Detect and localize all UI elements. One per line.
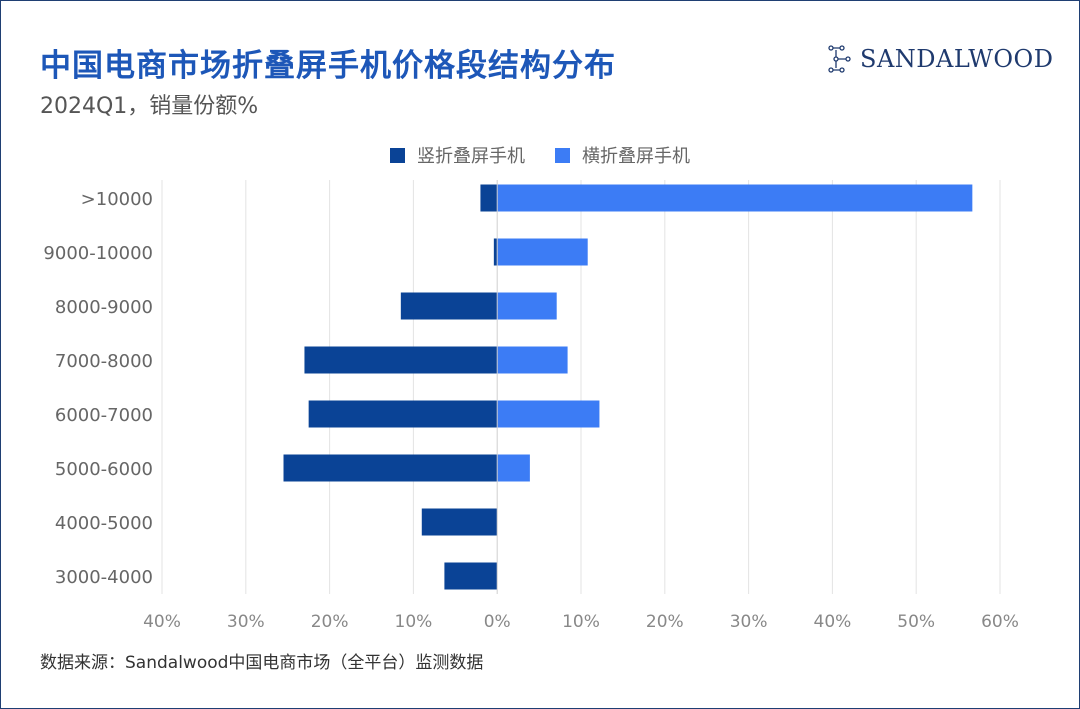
legend-swatch-vertical [390,147,405,163]
source-note: 数据来源：Sandalwood中国电商市场（全平台）监测数据 [40,653,484,673]
legend-label-horizontal: 横折叠屏手机 [582,146,690,167]
x-tick-label: 10% [562,612,600,632]
chart-legend: 竖折叠屏手机 横折叠屏手机 [0,142,1080,168]
x-tick-label: 60% [981,612,1019,632]
category-label: >10000 [81,189,153,210]
bar-vertical-7 [444,562,498,590]
x-tick-label: 30% [730,612,768,632]
x-tick-label: 30% [227,612,265,632]
bar-horizontal-5 [497,454,530,482]
bar-horizontal-4 [497,400,600,428]
x-tick-label: 20% [311,612,349,632]
category-label: 5000-6000 [55,459,153,480]
x-tick-label: 50% [897,612,935,632]
bar-vertical-2 [400,292,498,320]
category-label: 8000-9000 [55,297,153,318]
x-tick-label: 0% [484,612,511,632]
category-label: 4000-5000 [55,513,153,534]
category-label: 7000-8000 [55,351,153,372]
brand-name: SANDALWOOD [860,45,1054,73]
bar-vertical-6 [421,508,498,536]
category-label: 3000-4000 [55,567,153,588]
legend-item-horizontal: 横折叠屏手机 [555,142,690,168]
category-label: 6000-7000 [55,405,153,426]
bar-vertical-3 [304,346,498,374]
bar-vertical-0 [480,184,498,212]
x-tick-label: 20% [646,612,684,632]
brand-logo: SANDALWOOD [826,44,1053,74]
chart-subtitle: 2024Q1，销量份额% [40,94,259,119]
sandalwood-logo-icon [828,45,851,73]
bar-vertical-5 [283,454,498,482]
bar-horizontal-0 [497,184,973,212]
bar-horizontal-2 [497,292,557,320]
legend-item-vertical: 竖折叠屏手机 [390,142,525,168]
x-tick-label: 40% [814,612,852,632]
x-tick-label: 10% [395,612,433,632]
bar-vertical-4 [308,400,498,428]
chart-title: 中国电商市场折叠屏手机价格段结构分布 [40,48,616,84]
category-label: 9000-10000 [43,243,153,264]
legend-label-vertical: 竖折叠屏手机 [417,146,525,167]
legend-swatch-horizontal [555,147,570,163]
bar-vertical-1 [493,238,498,266]
bar-horizontal-1 [497,238,588,266]
bar-horizontal-3 [497,346,568,374]
x-tick-label: 40% [143,612,181,632]
